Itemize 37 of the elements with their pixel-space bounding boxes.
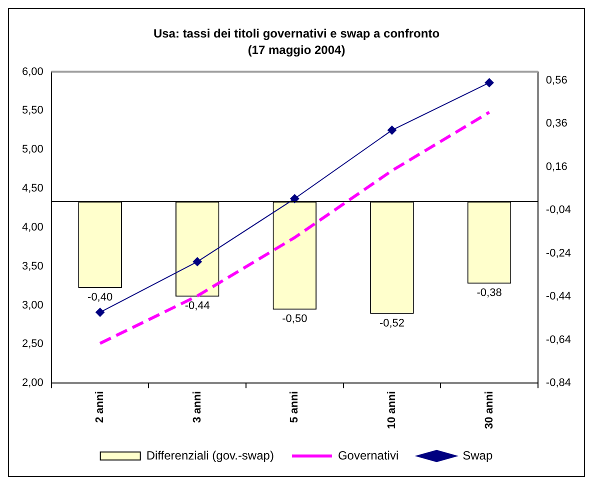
y-tick-label: 5,50 bbox=[22, 104, 44, 117]
y2-tick-label: -0,44 bbox=[546, 290, 572, 303]
legend-label: Swap bbox=[462, 448, 493, 462]
y-tick-label: 3,50 bbox=[22, 260, 44, 272]
data-label: -0,38 bbox=[476, 287, 502, 300]
x-tick-label: 5 anni bbox=[288, 391, 301, 423]
data-label: -0,52 bbox=[379, 317, 405, 330]
x-tick-label: 2 anni bbox=[94, 391, 106, 423]
y-tick-label: 3,00 bbox=[22, 299, 44, 312]
y2-tick-label: 0,36 bbox=[546, 118, 568, 130]
y-tick-label: 2,00 bbox=[22, 377, 44, 390]
y-tick-label: 2,50 bbox=[22, 338, 44, 350]
y-tick-label: 4,00 bbox=[22, 221, 44, 234]
legend-label: Governativi bbox=[338, 448, 399, 462]
x-tick-label: 30 anni bbox=[483, 391, 496, 429]
point bbox=[192, 257, 202, 266]
y2-tick-label: 0,56 bbox=[546, 74, 568, 86]
y-tick-label: 5,00 bbox=[22, 144, 44, 156]
y2-tick-label: 0,16 bbox=[546, 160, 568, 173]
x-tick-label: 10 anni bbox=[386, 391, 398, 429]
y-tick-label: 4,50 bbox=[22, 182, 44, 195]
data-label: -0,50 bbox=[282, 313, 308, 326]
legend-label: Differenziali (gov.-swap) bbox=[146, 448, 274, 462]
data-label: -0,40 bbox=[88, 292, 113, 304]
data-label: -0,44 bbox=[184, 300, 210, 312]
y2-tick-label: -0,84 bbox=[546, 377, 572, 390]
x-tick-label: 3 anni bbox=[191, 391, 204, 423]
point bbox=[290, 194, 300, 204]
y2-tick-label: -0,64 bbox=[546, 334, 572, 346]
y-tick-label: 6,00 bbox=[22, 66, 44, 78]
chart-title: Usa: tassi dei titoli governativi e swap a confronto bbox=[153, 26, 440, 41]
chart-subtitle: (17 maggio 2004) bbox=[248, 42, 346, 57]
point bbox=[387, 126, 396, 135]
point bbox=[96, 308, 105, 317]
y2-tick-label: -0,04 bbox=[546, 204, 572, 216]
point bbox=[484, 78, 494, 88]
y2-tick-label: -0,24 bbox=[546, 247, 572, 260]
